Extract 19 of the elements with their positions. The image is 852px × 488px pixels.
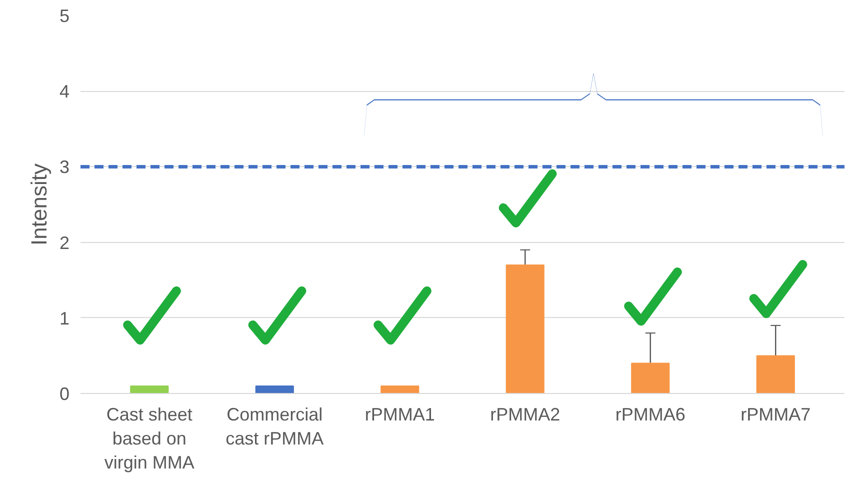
x-tick-label: Commercial cast rPMMA xyxy=(226,404,324,448)
bar xyxy=(380,385,420,394)
bar xyxy=(631,362,670,394)
bar xyxy=(255,385,294,394)
bar xyxy=(506,264,544,394)
x-tick-label: rPMMA6 xyxy=(615,404,686,424)
y-tick-label: 2 xyxy=(59,232,70,253)
y-tick-label: 0 xyxy=(59,384,70,404)
x-tick-label: rPMMA7 xyxy=(740,404,811,424)
y-tick-label: 1 xyxy=(59,308,70,328)
bar xyxy=(756,355,795,394)
x-tick-label: Cast sheet based on virgin MMA xyxy=(104,404,194,472)
y-tick-label: 4 xyxy=(59,82,70,102)
x-tick-label: rPMMA1 xyxy=(364,404,435,424)
y-tick-label: 3 xyxy=(59,157,70,178)
y-tick-label: 5 xyxy=(59,6,70,26)
x-tick-label: rPMMA2 xyxy=(490,404,560,424)
y-axis-title: Intensity xyxy=(26,164,52,246)
bar xyxy=(130,385,169,394)
